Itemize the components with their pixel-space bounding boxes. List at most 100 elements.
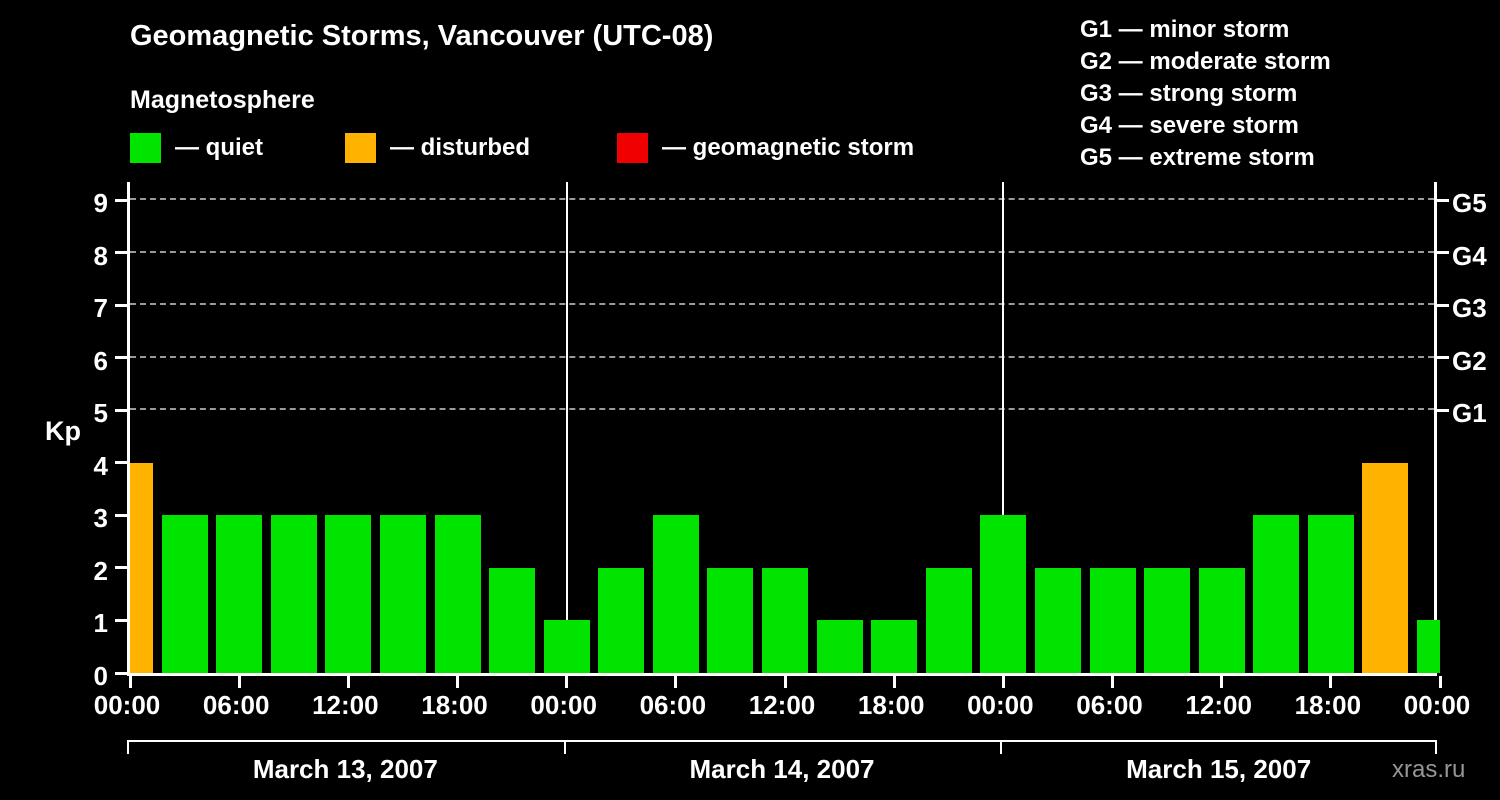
right-axis-tick-g2 xyxy=(1437,356,1449,360)
x-tick-label-4: 00:00 xyxy=(530,690,597,720)
gridline-g5 xyxy=(130,198,1434,201)
legend-item-disturbed: — disturbed xyxy=(345,133,530,163)
g-scale-label-g3: G3 xyxy=(1452,293,1487,324)
quiet-color-swatch xyxy=(130,133,161,163)
y-axis-labels: 0 1 2 3 4 5 6 7 8 9 xyxy=(48,182,108,691)
kp-bar xyxy=(1417,620,1440,673)
date-label-march-14: March 14, 2007 xyxy=(689,754,875,784)
g-scale-label-g1: G1 xyxy=(1452,398,1487,429)
kp-bar xyxy=(652,515,699,673)
x-axis-labels: 00:00 06:00 12:00 18:00 00:00 06:00 12:00 18:00… xyxy=(94,690,1471,722)
chart-title: Geomagnetic Storms, Vancouver (UTC-08) xyxy=(130,20,714,52)
g-scale-label-g2: G2 xyxy=(1452,345,1487,376)
x-axis-tick-11 xyxy=(1329,676,1333,688)
gridline-g2 xyxy=(130,355,1434,358)
storm-color-swatch xyxy=(617,133,648,163)
y-axis-tick-3 xyxy=(115,513,127,517)
kp-bar xyxy=(130,462,153,673)
kp-bar xyxy=(1307,515,1354,673)
kp-bar xyxy=(270,515,317,673)
gridline-g3 xyxy=(130,303,1434,306)
right-axis-tick-g3 xyxy=(1437,303,1449,307)
kp-bar xyxy=(1253,515,1300,673)
x-tick-label-5: 06:00 xyxy=(639,690,707,720)
y-tick-label-9: 9 xyxy=(93,188,108,219)
xras-watermark: xras.ru xyxy=(1392,756,1466,783)
g-legend-item-g2: G2 — moderate storm xyxy=(1080,48,1331,75)
disturbed-color-swatch xyxy=(345,133,376,163)
x-axis-tick-12 xyxy=(1438,676,1442,688)
kp-bar xyxy=(489,567,536,673)
y-tick-label-7: 7 xyxy=(93,293,108,324)
x-axis-tick-10 xyxy=(1220,676,1224,688)
date-axis-tick xyxy=(563,740,566,754)
kp-bar xyxy=(925,567,972,673)
x-tick-label-12: 00:00 xyxy=(1403,690,1471,720)
kp-bar xyxy=(1034,567,1081,673)
date-label-march-15: March 15, 2007 xyxy=(1126,754,1312,784)
kp-bar xyxy=(816,620,863,673)
x-tick-label-11: 18:00 xyxy=(1294,690,1362,720)
y-tick-label-1: 1 xyxy=(93,608,108,639)
y-axis-tick-5 xyxy=(115,408,127,412)
x-axis-tick-6 xyxy=(783,676,787,688)
x-tick-label-9: 06:00 xyxy=(1076,690,1143,720)
kp-bar xyxy=(543,620,590,673)
right-axis-tick-g1 xyxy=(1437,408,1449,412)
g-legend-item-g5: G5 — extreme storm xyxy=(1080,144,1315,171)
y-tick-label-4: 4 xyxy=(93,450,108,481)
x-axis-tick-8 xyxy=(1001,676,1005,688)
y-axis-tick-1 xyxy=(115,618,127,622)
g-legend-item-g4: G4 — severe storm xyxy=(1080,112,1299,139)
kp-bar xyxy=(762,567,808,673)
x-axis-tick-7 xyxy=(892,676,896,688)
kp-bar xyxy=(980,515,1027,673)
x-tick-label-7: 18:00 xyxy=(857,690,925,720)
y-axis-tick-0 xyxy=(115,671,127,675)
x-tick-label-8: 00:00 xyxy=(967,690,1034,720)
x-axis-tick-3 xyxy=(456,676,459,688)
y-axis-tick-9 xyxy=(115,198,127,202)
x-tick-label-1: 06:00 xyxy=(202,690,270,720)
gridline-g4 xyxy=(130,250,1434,253)
date-axis-line xyxy=(127,740,1437,742)
y-axis-tick-6 xyxy=(115,356,127,360)
g-scale-label-g5: G5 xyxy=(1452,188,1487,219)
right-axis-tick-g4 xyxy=(1437,251,1449,255)
date-axis-tick xyxy=(127,740,129,754)
y-axis-tick-7 xyxy=(115,303,127,307)
y-tick-label-6: 6 xyxy=(93,345,108,376)
kp-bar xyxy=(379,515,426,673)
legend-label-disturbed: — disturbed xyxy=(390,134,531,161)
y-tick-label-0: 0 xyxy=(93,661,108,691)
kp-bar xyxy=(434,515,481,673)
kp-bar xyxy=(1089,567,1136,673)
date-axis-tick xyxy=(1000,740,1003,754)
x-tick-label-6: 12:00 xyxy=(748,690,816,720)
g-legend-item-g3: G3 — strong storm xyxy=(1080,80,1298,107)
x-tick-label-3: 18:00 xyxy=(421,690,488,720)
kp-bar xyxy=(871,620,918,673)
kp-bar xyxy=(161,515,208,673)
x-axis-tick-4 xyxy=(565,676,569,688)
x-tick-label-10: 12:00 xyxy=(1185,690,1252,720)
kp-bar xyxy=(1144,567,1191,673)
magnetosphere-label: Magnetosphere xyxy=(130,86,315,114)
day-divider xyxy=(565,182,568,673)
legend-label-quiet: — quiet xyxy=(175,134,263,161)
kp-bar xyxy=(325,515,372,673)
legend-item-storm: — geomagnetic storm xyxy=(617,133,914,163)
y-tick-label-8: 8 xyxy=(93,240,108,271)
right-axis-g-labels: G5 G4 G3 G2 G1 xyxy=(1452,182,1500,676)
y-axis-tick-2 xyxy=(115,566,127,570)
kp-bar xyxy=(1362,462,1409,673)
legend-label-storm: — geomagnetic storm xyxy=(662,134,915,161)
plot-area xyxy=(115,182,1449,688)
g-scale-legend: G1 — minor storm G2 — moderate storm G3 … xyxy=(1080,14,1331,174)
date-label-march-13: March 13, 2007 xyxy=(252,754,438,784)
date-axis-tick xyxy=(1435,740,1437,754)
kp-bar xyxy=(598,567,645,673)
x-axis-tick-2 xyxy=(346,676,350,688)
y-axis-tick-4 xyxy=(115,461,127,465)
x-axis-tick-5 xyxy=(674,676,678,688)
